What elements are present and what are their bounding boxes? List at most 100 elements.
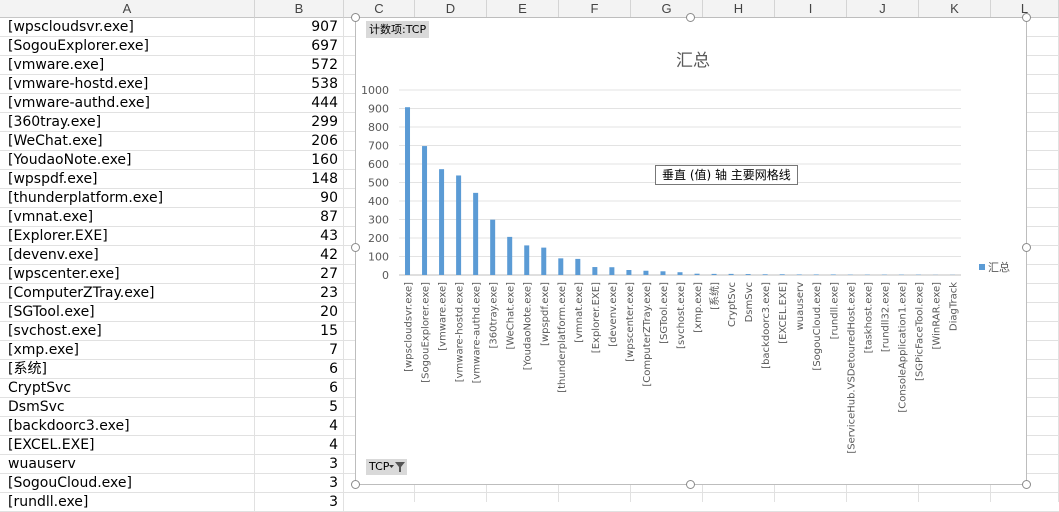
cell-count[interactable]: 87: [255, 208, 344, 227]
cell-process-name[interactable]: [EXCEL.EXE]: [0, 436, 255, 455]
resize-handle-bottom-right[interactable]: [1022, 480, 1031, 489]
cell-count[interactable]: 27: [255, 265, 344, 284]
bar[interactable]: [660, 271, 665, 275]
resize-handle-left[interactable]: [351, 243, 360, 252]
cell-process-name[interactable]: [系统]: [0, 360, 255, 379]
cell-count[interactable]: 42: [255, 246, 344, 265]
cell-process-name[interactable]: [wpspdf.exe]: [0, 170, 255, 189]
cell-process-name[interactable]: [YoudaoNote.exe]: [0, 151, 255, 170]
cell-count[interactable]: 15: [255, 322, 344, 341]
bar[interactable]: [797, 274, 802, 275]
bar[interactable]: [763, 274, 768, 275]
bar[interactable]: [575, 259, 580, 275]
cell-count[interactable]: 538: [255, 75, 344, 94]
cell-count[interactable]: 444: [255, 94, 344, 113]
cell-process-name[interactable]: [Explorer.EXE]: [0, 227, 255, 246]
bar[interactable]: [473, 193, 478, 275]
bar[interactable]: [729, 274, 734, 275]
cell-process-name[interactable]: [rundll.exe]: [0, 493, 255, 512]
bar[interactable]: [456, 175, 461, 275]
column-header-e[interactable]: E: [487, 0, 559, 18]
bar[interactable]: [695, 274, 700, 275]
cell-count[interactable]: 7: [255, 341, 344, 360]
column-header-j[interactable]: J: [847, 0, 919, 18]
cell-count[interactable]: 20: [255, 303, 344, 322]
cell-count[interactable]: 572: [255, 56, 344, 75]
bar[interactable]: [439, 169, 444, 275]
bar[interactable]: [490, 220, 495, 275]
bar[interactable]: [626, 270, 631, 275]
resize-handle-top[interactable]: [686, 13, 695, 22]
cell-process-name[interactable]: [wpscloudsvr.exe]: [0, 18, 255, 37]
cell-count[interactable]: 4: [255, 436, 344, 455]
cell-process-name[interactable]: [SGTool.exe]: [0, 303, 255, 322]
filter-dropdown-icon[interactable]: [388, 460, 406, 474]
cell-count[interactable]: 3: [255, 493, 344, 512]
filter-field-button[interactable]: TCP: [366, 459, 407, 475]
bar[interactable]: [609, 267, 614, 275]
column-header-f[interactable]: F: [559, 0, 631, 18]
bar[interactable]: [643, 271, 648, 275]
bar[interactable]: [712, 274, 717, 275]
bar[interactable]: [405, 107, 410, 275]
column-header-h[interactable]: H: [703, 0, 775, 18]
bar[interactable]: [524, 245, 529, 275]
cell-process-name[interactable]: [360tray.exe]: [0, 113, 255, 132]
cell-process-name[interactable]: [wpscenter.exe]: [0, 265, 255, 284]
column-header-b[interactable]: B: [255, 0, 344, 18]
cell-count[interactable]: 6: [255, 379, 344, 398]
cell-process-name[interactable]: [SogouExplorer.exe]: [0, 37, 255, 56]
cell-count[interactable]: 90: [255, 189, 344, 208]
cell-process-name[interactable]: [SogouCloud.exe]: [0, 474, 255, 493]
column-header-d[interactable]: D: [415, 0, 487, 18]
cell-count[interactable]: 148: [255, 170, 344, 189]
cell-count[interactable]: 6: [255, 360, 344, 379]
value-field-button[interactable]: 计数项:TCP: [366, 21, 429, 38]
x-tick-label: [系统]: [708, 282, 721, 310]
cell-process-name[interactable]: [backdoorc3.exe]: [0, 417, 255, 436]
cell-process-name[interactable]: [thunderplatform.exe]: [0, 189, 255, 208]
cell-count[interactable]: 299: [255, 113, 344, 132]
resize-handle-bottom-left[interactable]: [351, 480, 360, 489]
cell-process-name[interactable]: [vmnat.exe]: [0, 208, 255, 227]
bar[interactable]: [746, 274, 751, 275]
cell-process-name[interactable]: [svchost.exe]: [0, 322, 255, 341]
cell-count[interactable]: 697: [255, 37, 344, 56]
column-header-k[interactable]: K: [919, 0, 991, 18]
cell-process-name[interactable]: wuauserv: [0, 455, 255, 474]
cell-process-name[interactable]: DsmSvc: [0, 398, 255, 417]
bar[interactable]: [541, 248, 546, 275]
column-header-i[interactable]: I: [775, 0, 847, 18]
resize-handle-bottom[interactable]: [686, 480, 695, 489]
cell-process-name[interactable]: [vmware-hostd.exe]: [0, 75, 255, 94]
bar[interactable]: [814, 274, 819, 275]
bar[interactable]: [422, 146, 427, 275]
resize-handle-top-right[interactable]: [1022, 13, 1031, 22]
cell-count[interactable]: 3: [255, 455, 344, 474]
cell-process-name[interactable]: [xmp.exe]: [0, 341, 255, 360]
cell-count[interactable]: 43: [255, 227, 344, 246]
cell-count[interactable]: 23: [255, 284, 344, 303]
bar[interactable]: [507, 237, 512, 275]
bar[interactable]: [678, 272, 683, 275]
cell-count[interactable]: 160: [255, 151, 344, 170]
bar[interactable]: [558, 258, 563, 275]
bar[interactable]: [831, 274, 836, 275]
bar[interactable]: [592, 267, 597, 275]
cell-process-name[interactable]: [vmware.exe]: [0, 56, 255, 75]
bar[interactable]: [780, 274, 785, 275]
cell-count[interactable]: 5: [255, 398, 344, 417]
column-header-a[interactable]: A: [0, 0, 255, 18]
cell-count[interactable]: 206: [255, 132, 344, 151]
cell-count[interactable]: 907: [255, 18, 344, 37]
cell-process-name[interactable]: [devenv.exe]: [0, 246, 255, 265]
cell-process-name[interactable]: [WeChat.exe]: [0, 132, 255, 151]
cell-process-name[interactable]: [ComputerZTray.exe]: [0, 284, 255, 303]
resize-handle-top-left[interactable]: [351, 13, 360, 22]
resize-handle-right[interactable]: [1022, 243, 1031, 252]
cell-count[interactable]: 3: [255, 474, 344, 493]
cell-process-name[interactable]: CryptSvc: [0, 379, 255, 398]
cell-process-name[interactable]: [vmware-authd.exe]: [0, 94, 255, 113]
cell-count[interactable]: 4: [255, 417, 344, 436]
